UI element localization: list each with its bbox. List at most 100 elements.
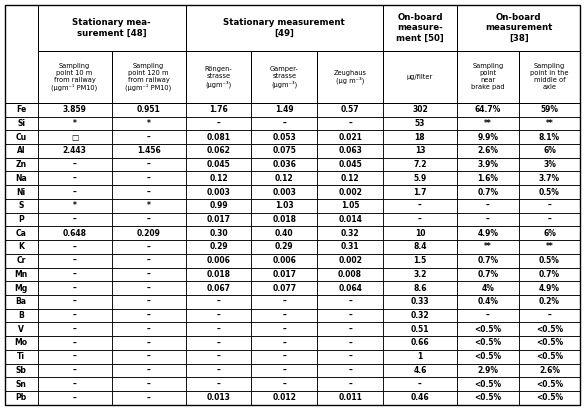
Bar	[252, 295, 317, 309]
Text: 3%: 3%	[543, 160, 556, 169]
Bar	[519, 268, 580, 281]
Bar	[383, 51, 457, 103]
Text: 1.76: 1.76	[209, 105, 228, 114]
Text: –: –	[418, 201, 422, 210]
Bar	[37, 391, 112, 405]
Text: 4.6: 4.6	[413, 366, 426, 375]
Text: <0.5%: <0.5%	[474, 325, 501, 334]
Bar	[112, 254, 185, 268]
Text: 0.064: 0.064	[338, 284, 362, 293]
Text: –: –	[216, 366, 221, 375]
Text: *: *	[73, 201, 77, 210]
Bar	[112, 171, 185, 185]
Text: 0.002: 0.002	[338, 256, 362, 265]
Bar	[383, 240, 457, 254]
Text: 0.5%: 0.5%	[539, 188, 560, 197]
Text: <0.5%: <0.5%	[536, 380, 563, 389]
Text: 0.40: 0.40	[275, 229, 294, 238]
Text: 0.018: 0.018	[272, 215, 296, 224]
Text: –: –	[147, 339, 150, 348]
Bar	[519, 158, 580, 171]
Bar	[185, 5, 383, 51]
Text: *: *	[147, 201, 150, 210]
Bar	[457, 377, 519, 391]
Text: □: □	[71, 133, 78, 142]
Text: 0.66: 0.66	[411, 339, 429, 348]
Bar	[519, 254, 580, 268]
Bar	[252, 240, 317, 254]
Bar	[37, 158, 112, 171]
Bar	[5, 5, 37, 103]
Bar	[112, 391, 185, 405]
Bar	[112, 281, 185, 295]
Bar	[37, 130, 112, 144]
Bar	[457, 103, 519, 117]
Text: 0.045: 0.045	[338, 160, 362, 169]
Text: Sampling
point 10 m
from railway
(μgm⁻¹ PM10): Sampling point 10 m from railway (μgm⁻¹ …	[51, 62, 98, 91]
Bar	[317, 213, 383, 226]
Bar	[37, 171, 112, 185]
Bar	[185, 309, 252, 322]
Text: –: –	[73, 311, 77, 320]
Bar	[457, 130, 519, 144]
Text: 0.7%: 0.7%	[477, 270, 498, 279]
Bar	[519, 171, 580, 185]
Bar	[5, 171, 37, 185]
Bar	[383, 171, 457, 185]
Text: 0.29: 0.29	[275, 242, 294, 251]
Bar	[252, 117, 317, 130]
Text: –: –	[486, 201, 490, 210]
Text: –: –	[348, 119, 352, 128]
Bar	[383, 144, 457, 158]
Bar	[37, 51, 112, 103]
Bar	[457, 281, 519, 295]
Bar	[519, 103, 580, 117]
Bar	[252, 322, 317, 336]
Bar	[252, 226, 317, 240]
Bar	[457, 254, 519, 268]
Bar	[252, 281, 317, 295]
Bar	[37, 5, 185, 51]
Text: 0.33: 0.33	[411, 297, 429, 306]
Bar	[37, 199, 112, 213]
Bar	[185, 199, 252, 213]
Bar	[317, 281, 383, 295]
Text: 0.062: 0.062	[207, 146, 230, 155]
Text: Sampling
point 120 m
from railway
(μgm⁻¹ PM10): Sampling point 120 m from railway (μgm⁻¹…	[125, 62, 172, 91]
Bar	[519, 336, 580, 350]
Text: –: –	[147, 352, 150, 361]
Bar	[317, 391, 383, 405]
Bar	[37, 295, 112, 309]
Text: –: –	[348, 366, 352, 375]
Text: –: –	[73, 339, 77, 348]
Bar	[185, 117, 252, 130]
Text: –: –	[418, 380, 422, 389]
Text: 8.4: 8.4	[413, 242, 426, 251]
Text: –: –	[73, 160, 77, 169]
Bar	[5, 199, 37, 213]
Text: Sb: Sb	[16, 366, 26, 375]
Text: 0.32: 0.32	[340, 229, 359, 238]
Bar	[457, 240, 519, 254]
Bar	[519, 226, 580, 240]
Text: 0.063: 0.063	[338, 146, 362, 155]
Bar	[317, 171, 383, 185]
Bar	[37, 185, 112, 199]
Text: –: –	[548, 215, 551, 224]
Text: 0.32: 0.32	[411, 311, 429, 320]
Bar	[5, 336, 37, 350]
Bar	[5, 185, 37, 199]
Text: Sampling
point in the
middle of
axle: Sampling point in the middle of axle	[530, 63, 569, 90]
Text: <0.5%: <0.5%	[474, 393, 501, 402]
Bar	[317, 268, 383, 281]
Bar	[5, 309, 37, 322]
Text: 302: 302	[412, 105, 428, 114]
Bar	[519, 377, 580, 391]
Bar	[457, 295, 519, 309]
Bar	[252, 158, 317, 171]
Text: <0.5%: <0.5%	[474, 352, 501, 361]
Bar	[317, 336, 383, 350]
Text: 0.12: 0.12	[340, 174, 359, 183]
Text: –: –	[216, 311, 221, 320]
Bar	[383, 350, 457, 364]
